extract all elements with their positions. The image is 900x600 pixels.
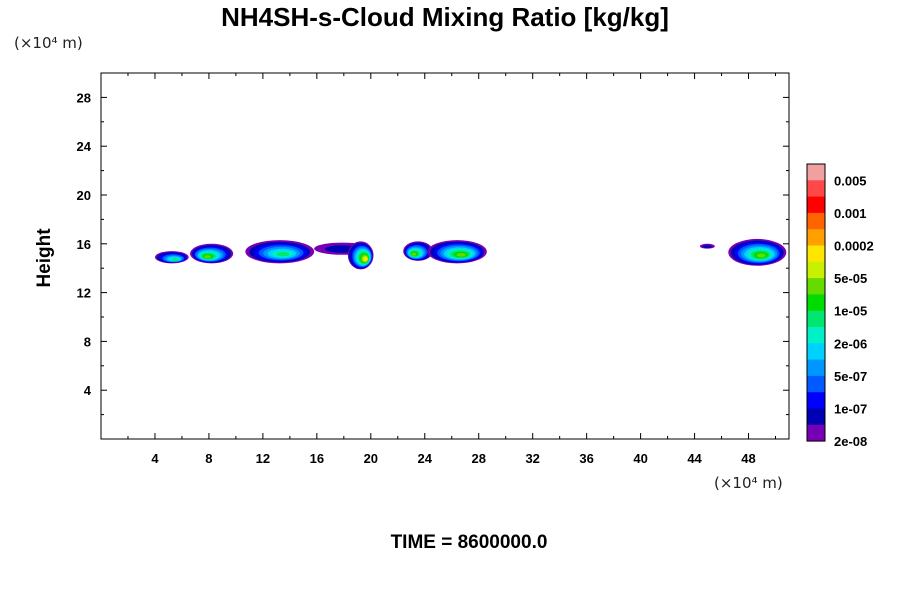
x-unit-label: (×10⁴ m) (714, 474, 783, 492)
colorbar-swatch (807, 229, 825, 246)
x-tick-label: 8 (205, 451, 212, 466)
x-tick-label: 20 (364, 451, 378, 466)
colorbar-swatch (807, 408, 825, 426)
colorbar-swatch (807, 392, 825, 409)
colorbar-swatch (807, 180, 825, 197)
contour-band (411, 252, 417, 256)
contour-band (456, 253, 466, 257)
cloud-region (699, 243, 715, 249)
colorbar-swatch (807, 261, 825, 279)
cloud-region (190, 243, 234, 264)
colorbar-label: 2e-08 (834, 434, 867, 449)
y-tick-label: 8 (84, 334, 91, 349)
cloud-region (245, 240, 315, 264)
colorbar-swatch (807, 327, 825, 344)
cloud-region (154, 251, 189, 264)
cloud-region (403, 241, 433, 261)
y-tick-label: 28 (77, 90, 91, 105)
colorbar-label: 5e-05 (834, 271, 867, 286)
colorbar-swatch (807, 164, 825, 181)
cloud-region (347, 241, 374, 270)
colorbar-swatch (807, 245, 825, 263)
x-tick-label: 12 (256, 451, 270, 466)
colorbar-swatch (807, 424, 825, 442)
colorbar-swatch (807, 278, 825, 295)
plot-frame (100, 72, 790, 440)
y-tick-label: 20 (77, 188, 91, 203)
colorbar: 0.005 0.001 0.0002 5e-05 1e-05 2e-06 5e-07 1e-0… (806, 163, 874, 449)
time-label: TIME = 8600000.0 (391, 532, 548, 553)
y-tick-label: 16 (77, 237, 91, 252)
colorbar-label: 1e-05 (834, 304, 867, 319)
x-tick-label: 32 (525, 451, 539, 466)
x-tick-label: 48 (741, 451, 755, 466)
x-tick-label: 40 (633, 451, 647, 466)
x-tick-label: 36 (579, 451, 593, 466)
colorbar-label: 0.0002 (834, 239, 874, 254)
cloud-contours (154, 238, 787, 270)
colorbar-swatch (807, 359, 825, 377)
x-tick-label: 24 (418, 451, 433, 466)
colorbar-swatch (807, 196, 825, 214)
colorbar-swatch (807, 343, 825, 360)
contour-band (756, 253, 766, 258)
x-tick-label: 44 (687, 451, 702, 466)
colorbar-label: 0.001 (834, 206, 867, 221)
colorbar-label: 0.005 (834, 173, 867, 188)
y-tick-label: 12 (77, 286, 91, 301)
colorbar-label: 2e-06 (834, 336, 867, 351)
y-unit-label: (×10⁴ m) (14, 34, 83, 52)
contour-band (276, 252, 290, 257)
contour-band (702, 245, 712, 249)
cloud-region (427, 240, 487, 264)
colorbar-swatch (807, 375, 825, 393)
colorbar-frame (806, 163, 826, 442)
x-tick-label: 28 (471, 451, 485, 466)
y-axis-label: Height (34, 228, 55, 288)
colorbar-label: 1e-07 (834, 402, 867, 417)
colorbar-swatch (807, 294, 825, 312)
chart-title: NH4SH-s-Cloud Mixing Ratio [kg/kg] (221, 2, 669, 32)
colorbar-swatch (807, 310, 825, 328)
contour-band (171, 258, 179, 261)
y-tick-label: 24 (77, 139, 92, 154)
y-tick-label: 4 (84, 383, 92, 398)
colorbar-swatch (807, 212, 825, 230)
colorbar-label: 5e-07 (834, 369, 867, 384)
contour-band (364, 257, 368, 262)
contour-band (204, 255, 211, 259)
x-tick-label: 4 (151, 451, 159, 466)
cloud-region (728, 238, 787, 266)
x-tick-label: 16 (310, 451, 324, 466)
